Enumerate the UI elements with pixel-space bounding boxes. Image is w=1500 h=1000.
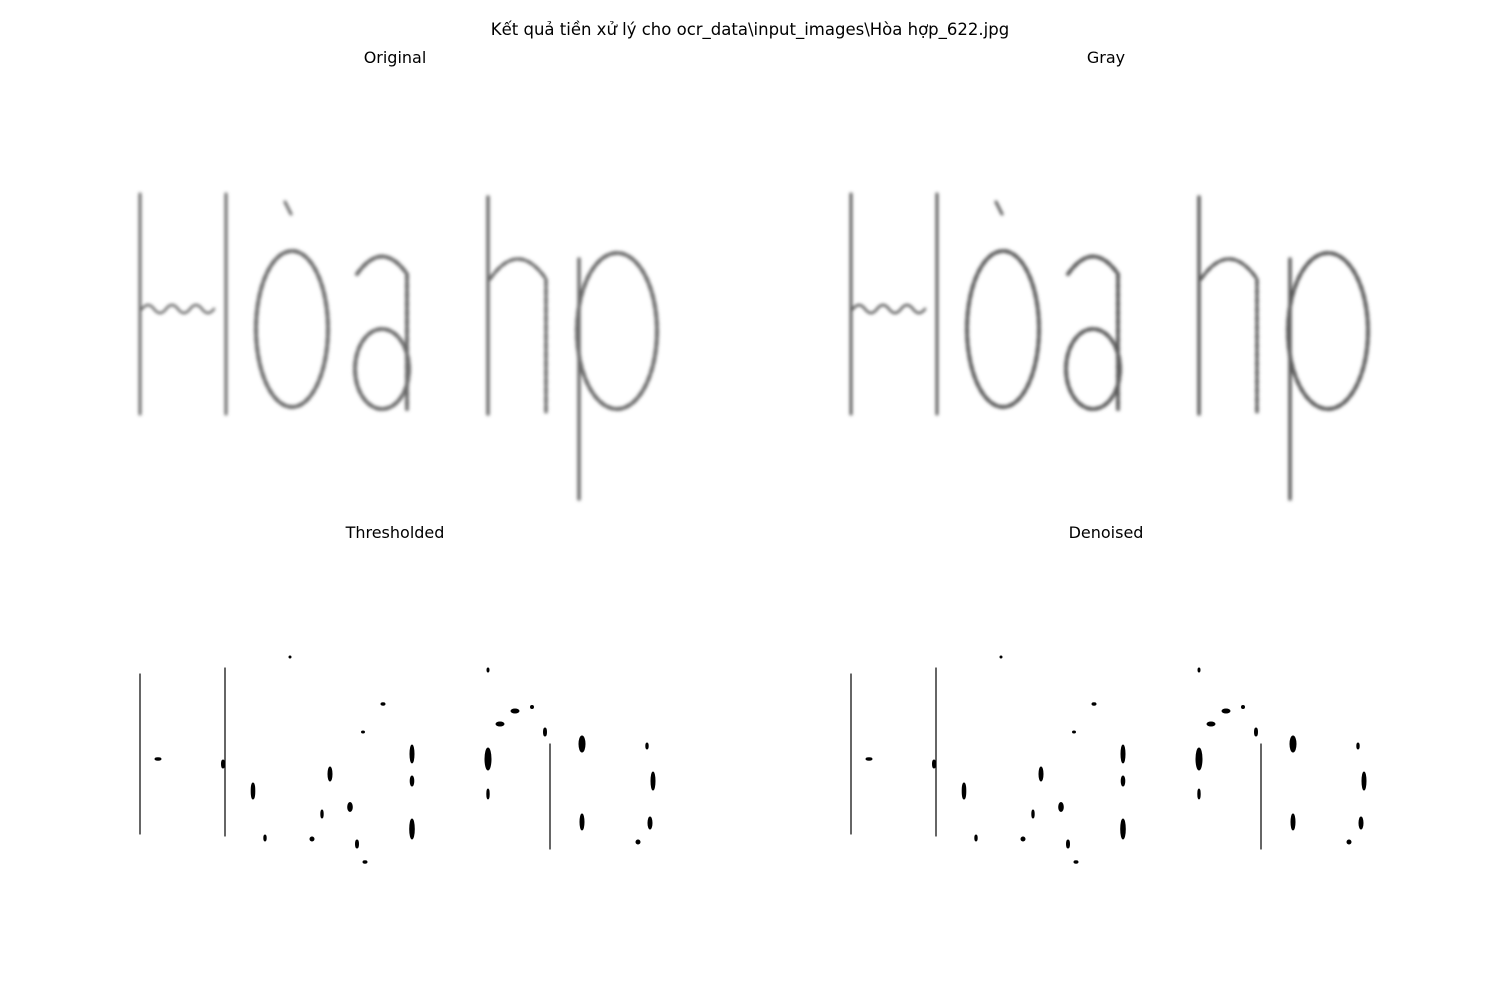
panel-gray: Gray <box>806 47 1406 519</box>
panel-title-original: Original <box>95 47 695 69</box>
thresholded-image <box>95 544 695 994</box>
panel-denoised: Denoised <box>806 522 1406 994</box>
panel-title-denoised: Denoised <box>806 522 1406 544</box>
denoised-image <box>806 544 1406 994</box>
panel-thresholded: Thresholded <box>95 522 695 994</box>
panel-title-thresholded: Thresholded <box>95 522 695 544</box>
original-image <box>95 69 695 519</box>
figure-title: Kết quả tiền xử lý cho ocr_data\input_im… <box>0 19 1500 41</box>
gray-image <box>806 69 1406 519</box>
panel-title-gray: Gray <box>806 47 1406 69</box>
panel-original: Original <box>95 47 695 519</box>
